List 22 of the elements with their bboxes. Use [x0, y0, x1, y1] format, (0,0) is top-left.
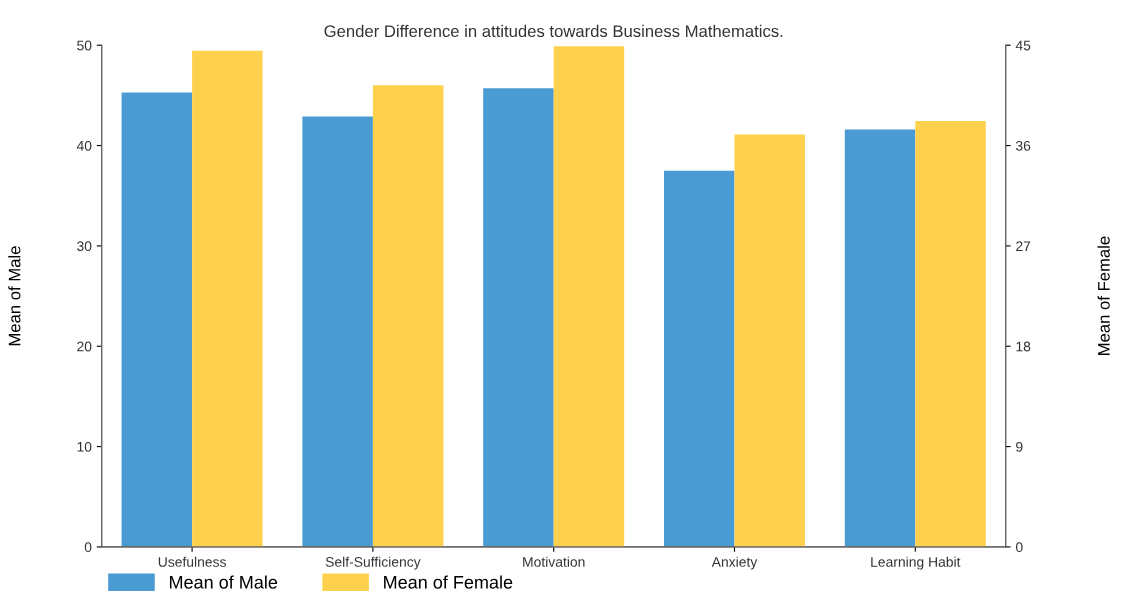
y2-tick-label: 18	[1016, 341, 1031, 352]
y-axis-title: Mean of Male	[8, 246, 21, 346]
y2-tick-label: 9	[1016, 441, 1023, 452]
y2-axis-title: Mean of Female	[1097, 236, 1110, 355]
x-tick-label: Learning Habit	[871, 556, 961, 570]
y-tick-label: 10	[77, 441, 92, 452]
y2-tick-label: 45	[1015, 40, 1031, 51]
y-tick-label: 50	[77, 40, 92, 51]
y2-tick-label: 27	[1016, 241, 1031, 251]
y-tick-label: 40	[76, 140, 92, 151]
chart-title: Gender Difference in attitudes towards Business Mathematics.	[324, 24, 783, 38]
legend-label: Mean of Male	[169, 575, 278, 589]
legend-label: Mean of Female	[384, 575, 513, 589]
x-tick-label: Motivation	[523, 556, 585, 567]
x-tick-label: Usefulness	[158, 556, 226, 567]
y-tick-label: 20	[77, 341, 92, 352]
y2-tick-label: 0	[1015, 542, 1023, 553]
y-tick-label: 0	[84, 542, 92, 553]
y2-tick-label: 36	[1015, 140, 1031, 151]
x-tick-label: Self-Sufficiency	[325, 556, 421, 570]
x-tick-label: Anxiety	[711, 556, 758, 570]
y-tick-label: 30	[77, 241, 92, 252]
